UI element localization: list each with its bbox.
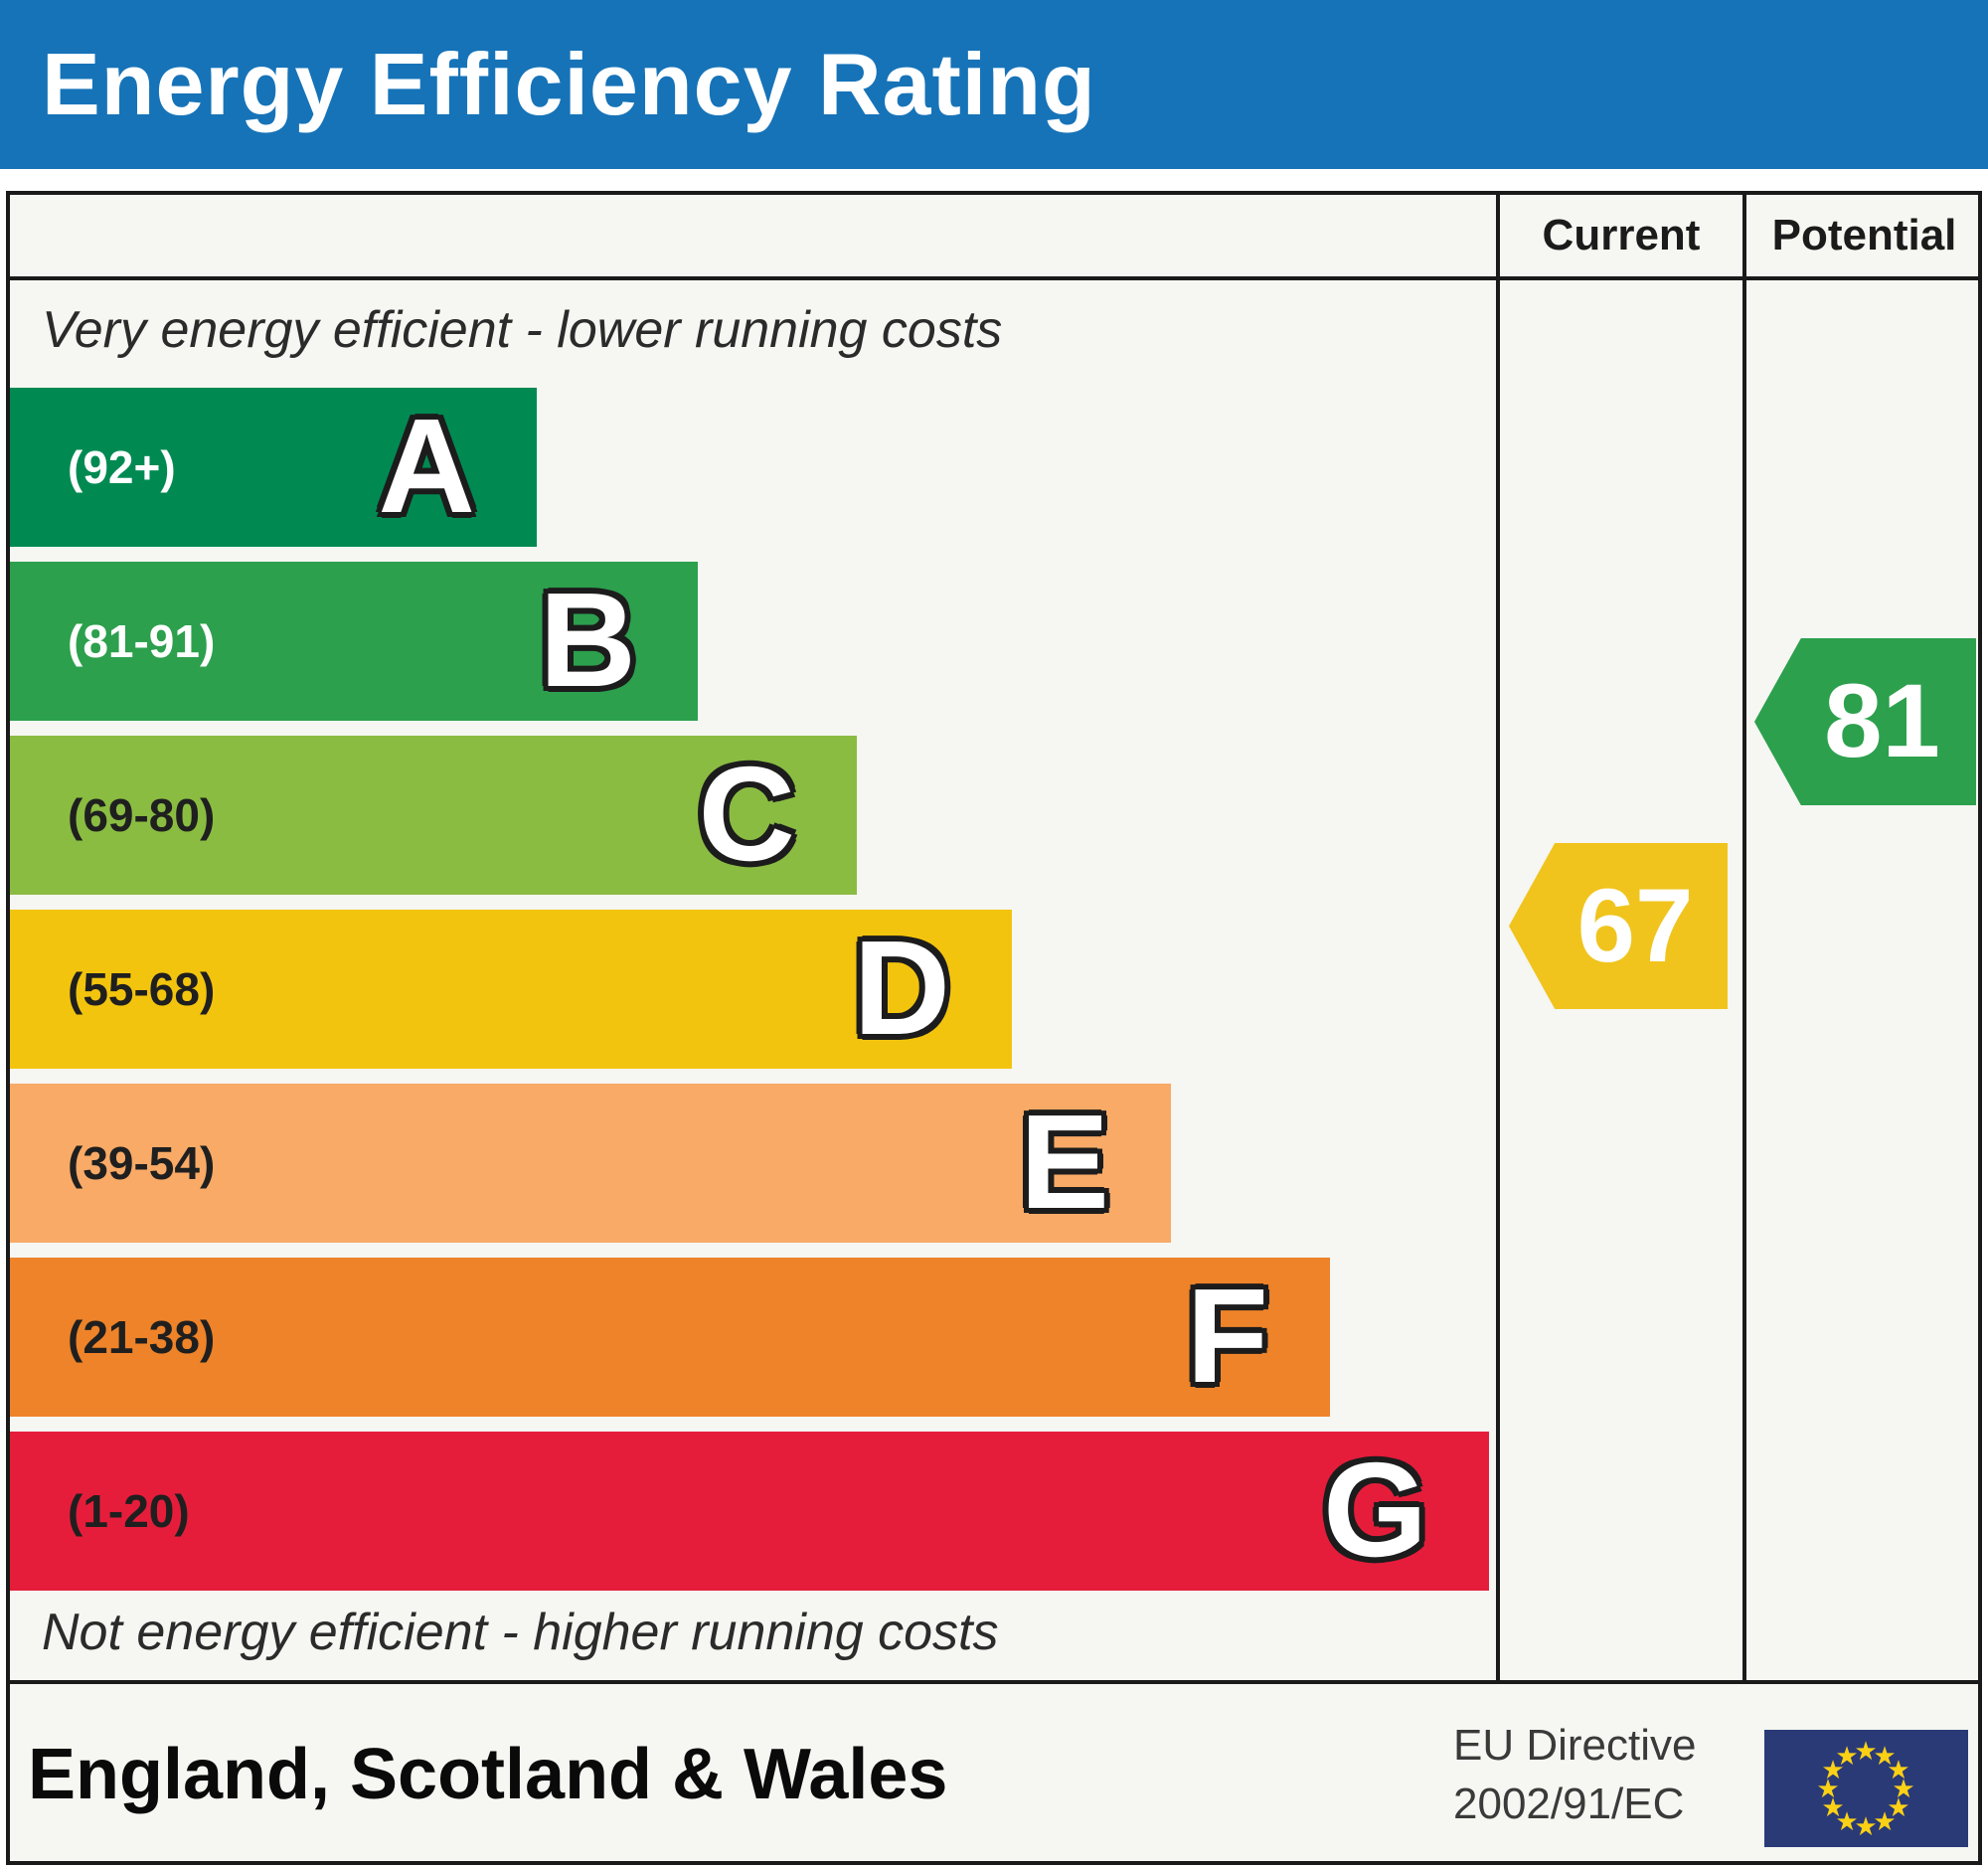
caption-very-efficient: Very energy efficient - lower running co…	[42, 301, 1003, 359]
band-letter: C	[698, 739, 796, 889]
eu-flag-star-icon: ★	[1887, 1755, 1910, 1784]
eu-directive-label: EU Directive 2002/91/EC	[1453, 1716, 1697, 1834]
rating-band-g: (1-20) G	[10, 1432, 1489, 1591]
band-letter: G	[1322, 1435, 1427, 1585]
eu-flag-star-icon: ★	[1816, 1774, 1840, 1803]
eu-flag-star-icon: ★	[1835, 1741, 1859, 1772]
eu-flag-star-icon: ★	[1821, 1792, 1845, 1822]
eu-flag-star-icon: ★	[1873, 1805, 1897, 1836]
title-bar: Energy Efficiency Rating	[0, 0, 1988, 169]
band-range-label: (55-68)	[68, 963, 216, 1015]
eu-directive-line2: 2002/91/EC	[1453, 1780, 1685, 1829]
eu-flag-star-icon: ★	[1887, 1792, 1910, 1822]
column-header-current: Current	[1542, 211, 1701, 259]
caption-not-efficient: Not energy efficient - higher running co…	[42, 1604, 999, 1661]
band-range-label: (21-38)	[68, 1311, 216, 1363]
rating-band-c: (69-80) C	[10, 736, 857, 895]
current-rating-tag: 67	[1509, 843, 1728, 1009]
potential-rating-value: 81	[1824, 663, 1940, 779]
eu-flag-star-icon: ★	[1821, 1755, 1845, 1784]
rating-band-f: (21-38) F	[10, 1258, 1330, 1417]
eu-flag-icon: ★ ★ ★ ★ ★ ★ ★ ★ ★ ★ ★ ★	[1764, 1730, 1968, 1847]
band-range-label: (81-91)	[68, 615, 216, 667]
eu-flag-star-icon: ★	[1892, 1774, 1915, 1803]
potential-rating-tag: 81	[1754, 638, 1976, 805]
band-range-label: (69-80)	[68, 789, 216, 841]
eu-flag-star-icon: ★	[1854, 1811, 1878, 1841]
band-letter: F	[1186, 1261, 1268, 1411]
eu-flag-star-icon: ★	[1835, 1805, 1859, 1836]
rating-band-a: (92+) A	[10, 388, 537, 547]
potential-column-divider	[1742, 191, 1746, 1684]
band-range-label: (39-54)	[68, 1137, 216, 1189]
band-letter: B	[539, 565, 637, 715]
band-range-label: (92+)	[68, 441, 176, 493]
band-range-label: (1-20)	[68, 1485, 190, 1537]
eu-directive-line1: EU Directive	[1453, 1721, 1697, 1770]
current-rating-value: 67	[1576, 867, 1694, 984]
eu-flag-star-icon: ★	[1873, 1741, 1897, 1772]
band-letter: E	[1019, 1087, 1109, 1237]
eu-flag-star-icon: ★	[1854, 1736, 1878, 1766]
footer-divider-line	[6, 1680, 1982, 1684]
current-column-divider	[1496, 191, 1500, 1684]
band-letter: D	[853, 913, 951, 1063]
rating-band-d: (55-68) D	[10, 910, 1012, 1069]
page-title: Energy Efficiency Rating	[42, 35, 1096, 133]
rating-band-b: (81-91) B	[10, 562, 698, 721]
footer-region-label: England, Scotland & Wales	[28, 1735, 948, 1814]
column-header-potential: Potential	[1771, 211, 1957, 259]
rating-band-e: (39-54) E	[10, 1084, 1171, 1243]
band-letter: A	[378, 391, 476, 541]
header-divider-line	[6, 276, 1982, 280]
